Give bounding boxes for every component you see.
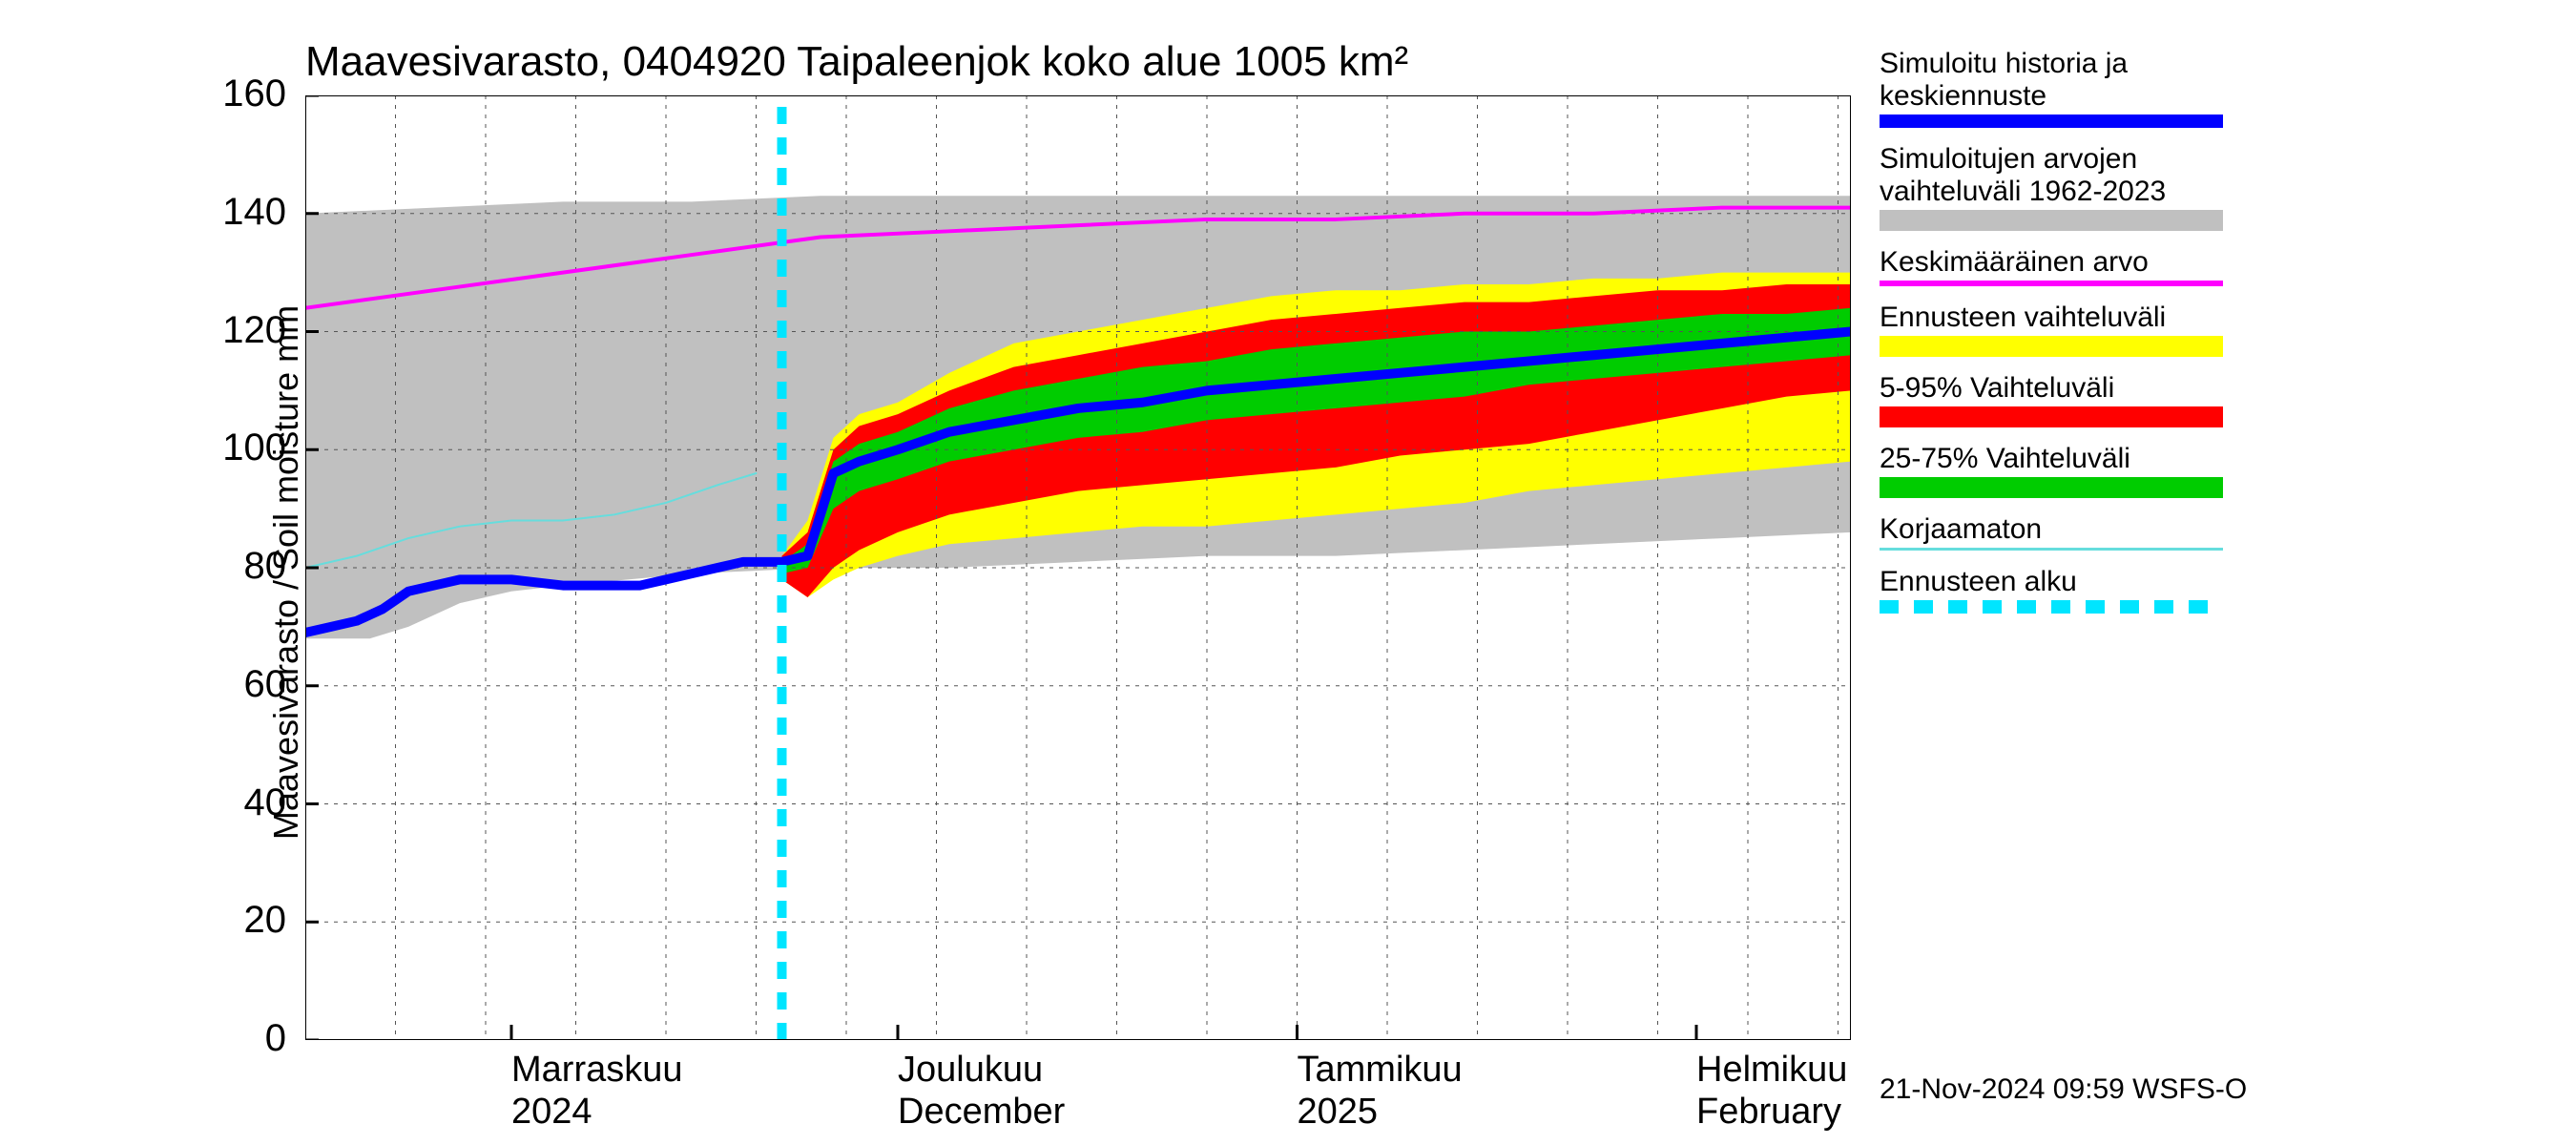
legend-label: vaihteluväli 1962-2023 — [1880, 176, 2223, 208]
legend-swatch — [1880, 210, 2223, 231]
legend-swatch — [1880, 477, 2223, 498]
legend-swatch — [1880, 406, 2223, 427]
legend-swatch — [1880, 600, 2223, 614]
x-tick-month: Marraskuu — [511, 1050, 683, 1091]
timestamp-footer: 21-Nov-2024 09:59 WSFS-O — [1880, 1073, 2247, 1106]
legend-item-blue: Simuloitu historia jakeskiennuste — [1880, 48, 2223, 113]
legend-item-yellow: Ennusteen vaihteluväli — [1880, 302, 2223, 334]
x-tick-month: Joulukuu — [898, 1050, 1043, 1091]
y-tick: 40 — [0, 781, 286, 824]
legend-swatch — [1880, 114, 2223, 128]
legend-item-red: 5-95% Vaihteluväli — [1880, 372, 2223, 405]
legend-swatch — [1880, 281, 2223, 286]
y-tick: 80 — [0, 545, 286, 588]
legend-swatch — [1880, 548, 2223, 551]
x-tick-month: Helmikuu — [1696, 1050, 1847, 1091]
y-tick: 160 — [0, 73, 286, 115]
legend-label: 25-75% Vaihteluväli — [1880, 443, 2223, 475]
legend-item-hist: Simuloitujen arvojenvaihteluväli 1962-20… — [1880, 143, 2223, 208]
x-tick-sub: 2024 — [511, 1092, 592, 1133]
y-tick: 100 — [0, 427, 286, 469]
y-tick: 120 — [0, 309, 286, 352]
legend-swatch — [1880, 336, 2223, 357]
legend-label: Korjaamaton — [1880, 513, 2223, 546]
x-tick-sub: February — [1696, 1092, 1841, 1133]
x-tick-sub: 2025 — [1298, 1092, 1379, 1133]
y-tick: 60 — [0, 663, 286, 706]
legend-label: Simuloitu historia ja — [1880, 48, 2223, 80]
legend-item-magenta: Keskimääräinen arvo — [1880, 246, 2223, 279]
x-tick-month: Tammikuu — [1298, 1050, 1463, 1091]
chart-title: Maavesivarasto, 0404920 Taipaleenjok kok… — [305, 38, 1408, 86]
legend-label: keskiennuste — [1880, 80, 2223, 113]
x-tick-sub: December — [898, 1092, 1065, 1133]
legend-label: Keskimääräinen arvo — [1880, 246, 2223, 279]
legend-label: Simuloitujen arvojen — [1880, 143, 2223, 176]
legend-item-green: 25-75% Vaihteluväli — [1880, 443, 2223, 475]
y-tick: 0 — [0, 1017, 286, 1060]
legend-item-fstart: Ennusteen alku — [1880, 566, 2223, 598]
soil-moisture-chart — [305, 95, 1851, 1040]
legend-label: Ennusteen vaihteluväli — [1880, 302, 2223, 334]
legend-label: Ennusteen alku — [1880, 566, 2223, 598]
y-tick: 20 — [0, 899, 286, 942]
y-tick: 140 — [0, 191, 286, 234]
legend-item-uncorr: Korjaamaton — [1880, 513, 2223, 546]
legend-label: 5-95% Vaihteluväli — [1880, 372, 2223, 405]
